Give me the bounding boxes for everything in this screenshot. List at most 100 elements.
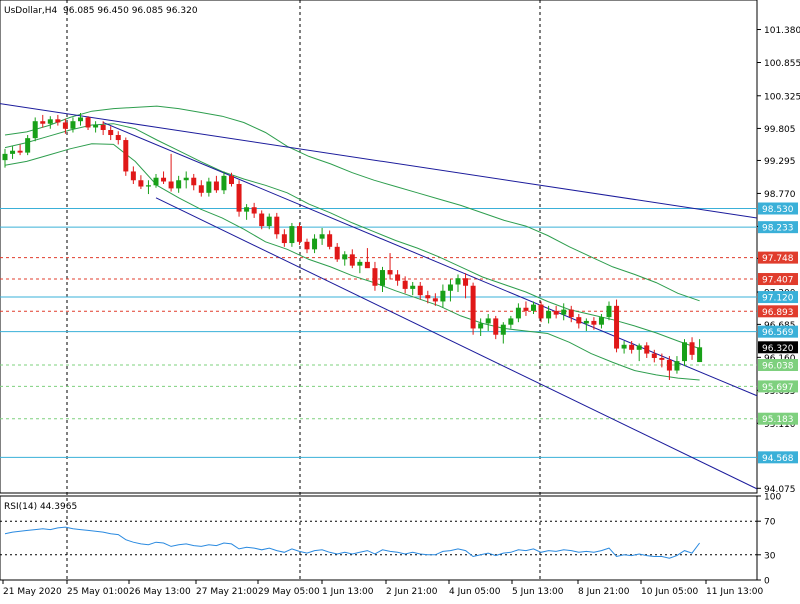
candle-body-70	[531, 304, 536, 311]
candle-body-49	[372, 268, 378, 286]
symbol-label: UsDollar,H4	[4, 6, 58, 16]
bollinger-bands	[4, 105, 700, 381]
time-tick-label-1: 25 May 01:00	[67, 587, 129, 597]
time-tick-label-6: 2 Jun 21:00	[386, 587, 438, 597]
level-tag-text-3: 97.407	[762, 276, 794, 286]
candle-body-71	[538, 304, 544, 319]
bollinger-upper	[4, 105, 700, 302]
candle-body-37	[281, 234, 287, 244]
candle-body-75	[568, 309, 574, 318]
candle-body-42	[319, 234, 325, 239]
candle-body-6	[47, 119, 53, 124]
candle-body-60	[455, 278, 461, 285]
candle-body-65	[493, 318, 499, 335]
time-tick-label-5: 1 Jun 13:00	[322, 587, 374, 597]
candle-body-43	[327, 234, 333, 247]
bollinger-lower	[4, 143, 700, 381]
candle-body-89	[674, 361, 680, 371]
candle-body-26	[198, 185, 204, 193]
candle-body-9	[70, 121, 76, 129]
candle-body-34	[259, 213, 265, 227]
time-tick-label-7: 4 Jun 05:00	[449, 587, 501, 597]
candle-body-90	[682, 342, 687, 362]
candle-body-27	[206, 181, 212, 193]
level-tag-text-7: 96.038	[762, 362, 794, 372]
level-tag-bg-7	[758, 359, 798, 372]
level-tag-bg-0	[758, 202, 798, 215]
candle-body-2	[17, 150, 23, 153]
candle-body-83	[629, 344, 635, 350]
price-tick-label-2: 100.325	[764, 92, 800, 102]
candle-body-64	[485, 318, 491, 324]
rsi-tick-label-2: 30	[764, 551, 776, 561]
candle-body-73	[553, 310, 559, 315]
candle-body-33	[251, 207, 257, 214]
candle-body-53	[402, 280, 408, 289]
candle-body-22	[168, 181, 174, 189]
level-tags: 98.530 98.233 97.748 97.407 97.120 96.893 96.5…	[758, 202, 798, 464]
candle-body-72	[546, 310, 552, 319]
current-price-tag-bg	[758, 341, 798, 354]
candle-body-41	[312, 238, 318, 250]
candle-body-50	[380, 270, 385, 286]
candle-body-55	[417, 285, 423, 296]
price-tick-label-1: 100.855	[764, 59, 800, 69]
price-panel-frame	[0, 0, 758, 494]
candle-body-1	[10, 150, 16, 154]
candle-body-21	[161, 177, 167, 182]
candle-body-82	[621, 344, 627, 349]
price-tick-label-3: 99.805	[764, 125, 796, 135]
price-tick-label-0: 101.380	[764, 26, 800, 36]
candle-body-48	[364, 261, 370, 269]
candle-body-18	[138, 180, 144, 187]
candles	[2, 113, 703, 380]
candle-body-39	[296, 226, 302, 242]
rsi-line	[4, 526, 700, 559]
candle-body-57	[432, 298, 438, 302]
price-panel	[0, 0, 758, 580]
candle-body-47	[357, 261, 363, 266]
candle-body-13	[100, 124, 106, 131]
candle-body-85	[644, 345, 650, 354]
level-tag-text-1: 98.233	[762, 224, 794, 234]
candle-body-74	[561, 309, 567, 315]
time-tick-label-0: 21 May 2020	[3, 587, 62, 597]
candle-body-28	[213, 181, 219, 191]
time-tick-label-2: 26 May 13:00	[129, 587, 191, 597]
time-tick-label-9: 8 Jun 21:00	[578, 587, 630, 597]
candle-body-59	[447, 284, 453, 291]
candle-body-51	[387, 270, 393, 275]
candle-body-88	[666, 359, 672, 371]
level-tag-bg-8	[758, 380, 798, 393]
time-axis: 21 May 2020 25 May 01:00 26 May 13:00 27 Ma…	[2, 580, 763, 597]
candle-body-56	[425, 295, 431, 299]
candle-body-19	[145, 185, 151, 187]
candle-body-69	[523, 307, 529, 311]
level-tag-bg-3	[758, 273, 798, 286]
level-tag-bg-5	[758, 305, 798, 318]
candle-body-63	[478, 323, 484, 329]
price-tick-label-12: 95.110	[764, 420, 796, 430]
candle-body-29	[221, 175, 227, 191]
candle-body-23	[176, 180, 182, 189]
time-tick-label-3: 27 May 21:00	[196, 587, 258, 597]
time-tick-label-8: 5 Jun 13:00	[512, 587, 564, 597]
time-tick-label-4: 29 May 05:00	[258, 587, 320, 597]
candle-body-58	[440, 290, 446, 302]
candle-body-11	[85, 117, 91, 128]
rsi-levels	[0, 520, 757, 556]
rsi-tick-label-0: 100	[764, 493, 781, 503]
candle-body-8	[62, 122, 68, 129]
candle-body-52	[395, 274, 401, 281]
level-tag-text-10: 94.568	[762, 454, 794, 464]
candle-body-54	[410, 285, 416, 289]
candle-body-0	[2, 153, 8, 161]
level-tag-bg-9	[758, 412, 798, 425]
candle-body-38	[289, 226, 295, 244]
candle-body-15	[115, 135, 121, 141]
candle-body-87	[659, 357, 665, 360]
time-tick-label-10: 10 Jun 05:00	[641, 587, 698, 597]
candle-body-76	[576, 317, 582, 324]
